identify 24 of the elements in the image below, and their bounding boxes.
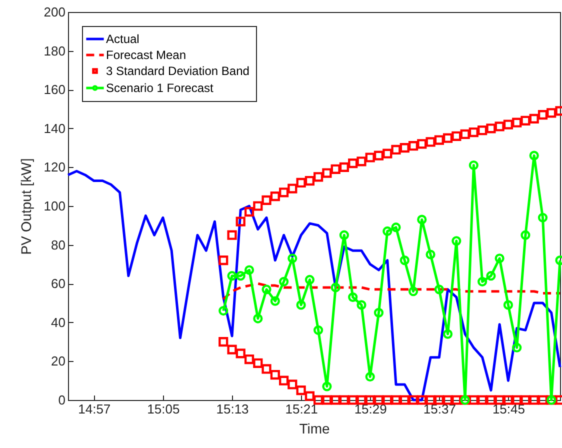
y-tick-label: 180 <box>44 43 66 58</box>
y-tick-label: 140 <box>44 120 66 136</box>
y-tick-label: 100 <box>44 198 66 214</box>
x-tick-label: 14:57 <box>78 402 111 416</box>
x-tick-label: 15:05 <box>147 402 180 416</box>
x-axis-title: Time <box>299 420 330 436</box>
x-tick-label: 15:21 <box>285 402 318 416</box>
legend-label: Actual <box>106 32 140 46</box>
y-axis-title: PV Output [kW] <box>18 158 34 255</box>
legend-label: 3 Standard Deviation Band <box>106 64 250 78</box>
x-tick-label: 15:29 <box>354 402 387 416</box>
y-tick-label: 200 <box>44 4 66 20</box>
y-tick-label: 80 <box>51 237 66 252</box>
y-tick-label: 0 <box>58 392 66 408</box>
x-tick-label: 15:13 <box>216 402 249 416</box>
legend-label: Scenario 1 Forecast <box>106 81 214 95</box>
y-tick-label: 40 <box>51 314 66 330</box>
y-tick-label: 160 <box>44 82 66 98</box>
legend-label: Forecast Mean <box>106 48 186 62</box>
y-tick-label: 20 <box>51 354 66 369</box>
x-tick-label: 15:37 <box>423 402 456 416</box>
y-tick-label: 120 <box>44 160 66 175</box>
y-tick-label: 60 <box>51 276 66 292</box>
x-tick-label: 15:45 <box>492 402 525 416</box>
